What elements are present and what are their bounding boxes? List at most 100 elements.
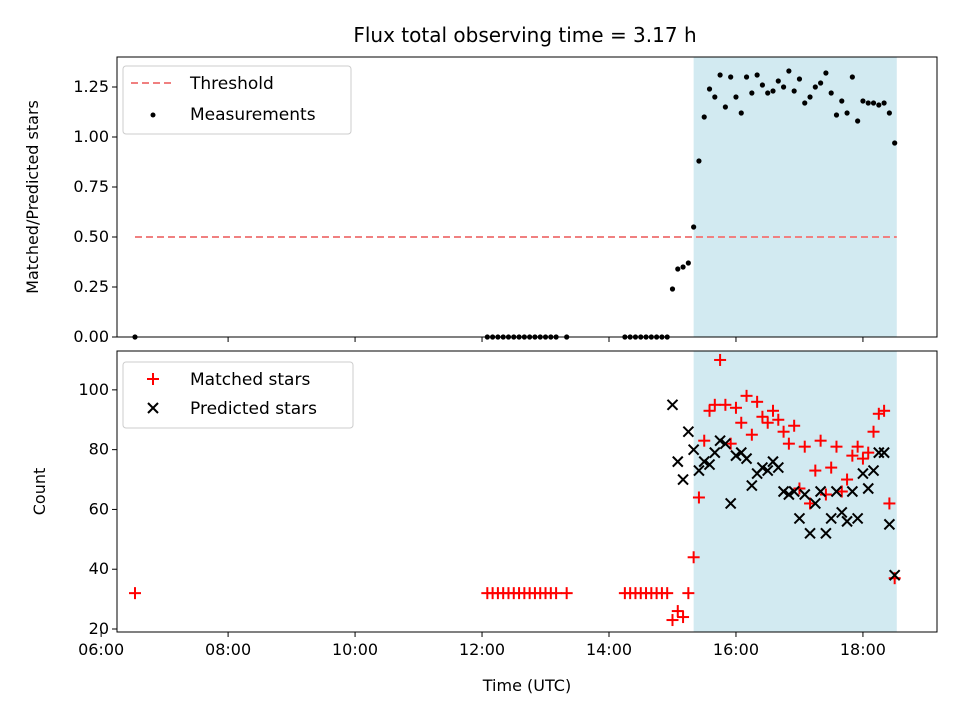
predicted-star-point [878, 446, 890, 459]
matched-star-point [872, 407, 885, 420]
predicted-star-point [814, 485, 827, 498]
measurement-point [812, 84, 818, 90]
x-tick-label: 08:00 [205, 640, 251, 659]
measurement-point [754, 72, 760, 78]
matched-star-point [708, 398, 721, 411]
measurement-point [807, 94, 813, 100]
matched-star-point [798, 440, 811, 453]
matched-star-point [814, 434, 827, 447]
y-tick-label: 0.00 [73, 327, 109, 346]
legend-measurements-label: Measurements [190, 105, 316, 125]
y-tick-label: 60 [89, 499, 109, 518]
measurement-point [775, 78, 781, 84]
predicted-star-point [703, 458, 716, 471]
matched-star-point [756, 410, 769, 423]
measurement-point [722, 104, 728, 110]
x-tick-label: 06:00 [78, 640, 124, 659]
predicted-star-point [666, 399, 679, 411]
y-tick-label: 1.25 [73, 77, 109, 96]
predicted-star-point [746, 479, 758, 492]
predicted-star-point [740, 452, 753, 465]
legend-measurements-swatch [150, 112, 156, 118]
legend-threshold-label: Threshold [189, 74, 274, 94]
matched-star-point [819, 488, 832, 501]
legend-predicted-swatch [147, 402, 159, 414]
measurement-point [728, 74, 734, 80]
predicted-star-point [709, 446, 721, 459]
predicted-star-point [682, 426, 695, 438]
matched-star-point [714, 353, 727, 366]
predicted-star-point [836, 506, 848, 519]
predicted-star-point [724, 497, 737, 510]
y-tick-label: 1.00 [73, 127, 109, 146]
matched-star-point [735, 416, 748, 429]
legend-matched-label: Matched stars [190, 370, 310, 390]
measurement-point [733, 94, 739, 100]
matched-star-point [862, 446, 875, 459]
predicted-star-point [809, 497, 822, 510]
predicted-star-point [777, 485, 790, 498]
matched-star-point [867, 425, 880, 438]
measurement-point [865, 100, 871, 106]
measurement-point [802, 100, 808, 106]
predicted-star-point [687, 443, 700, 456]
matched-star-point [682, 587, 695, 600]
matched-star-point [825, 461, 838, 474]
predicted-star-point [693, 464, 705, 477]
measurement-point [712, 94, 718, 100]
series-measurements [132, 68, 898, 340]
predicted-star-point [783, 488, 795, 501]
x-tick-label: 12:00 [459, 640, 505, 659]
predicted-star-point [677, 473, 689, 486]
measurement-point [749, 90, 755, 96]
matched-star-point [698, 434, 711, 447]
matched-star-point [767, 404, 779, 417]
measurement-point [743, 74, 750, 80]
matched-star-point [851, 440, 864, 453]
predicted-star-point [714, 434, 726, 447]
predicted-star-point [883, 518, 896, 531]
matched-star-point [878, 404, 891, 417]
predicted-star-point [762, 464, 774, 477]
y-tick-label: 0.50 [73, 227, 109, 246]
x-tick-label: 10:00 [332, 640, 378, 659]
y-tick-label: 100 [78, 380, 109, 399]
bottom-panel: 20 40 60 80 100 06:00 08:00 10:00 12:00 14:00 16:0… [30, 350, 938, 695]
measurement-point [680, 264, 686, 270]
y-tick-label: 80 [89, 440, 109, 459]
matched-star-point [745, 428, 758, 441]
matched-star-point [560, 587, 573, 600]
predicted-star-point [772, 461, 784, 474]
matched-star-point [666, 614, 679, 627]
measurement-point [685, 260, 691, 266]
predicted-star-point [820, 527, 832, 540]
predicted-star-point [888, 569, 901, 581]
y-tick-label: 40 [89, 559, 109, 578]
y-tick-label: 0.75 [73, 177, 109, 196]
matched-star-point [788, 419, 801, 432]
bottom-legend: Matched stars Predicted stars [122, 361, 354, 429]
matched-star-point [809, 464, 822, 477]
measurement-point [828, 90, 834, 96]
matched-star-point [703, 404, 716, 417]
measurement-point [706, 86, 713, 92]
matched-star-point [761, 416, 774, 429]
bottom-axes-frame [116, 350, 938, 633]
measurement-point [849, 74, 855, 80]
measurement-point [759, 82, 766, 88]
matched-star-point [883, 497, 896, 510]
legend-predicted-label: Predicted stars [190, 399, 317, 419]
predicted-star-point [841, 515, 853, 528]
predicted-star-point [825, 512, 837, 525]
matched-star-point [671, 605, 684, 618]
top-observing-window-shade [693, 57, 897, 337]
legend-matched-swatch [147, 373, 159, 385]
matched-star-point [751, 395, 764, 408]
predicted-star-point [730, 449, 742, 462]
measurement-point [669, 286, 676, 292]
measurement-point [738, 110, 744, 116]
matched-star-point [793, 482, 806, 495]
matched-star-point [661, 587, 674, 600]
predicted-star-point [830, 485, 843, 498]
